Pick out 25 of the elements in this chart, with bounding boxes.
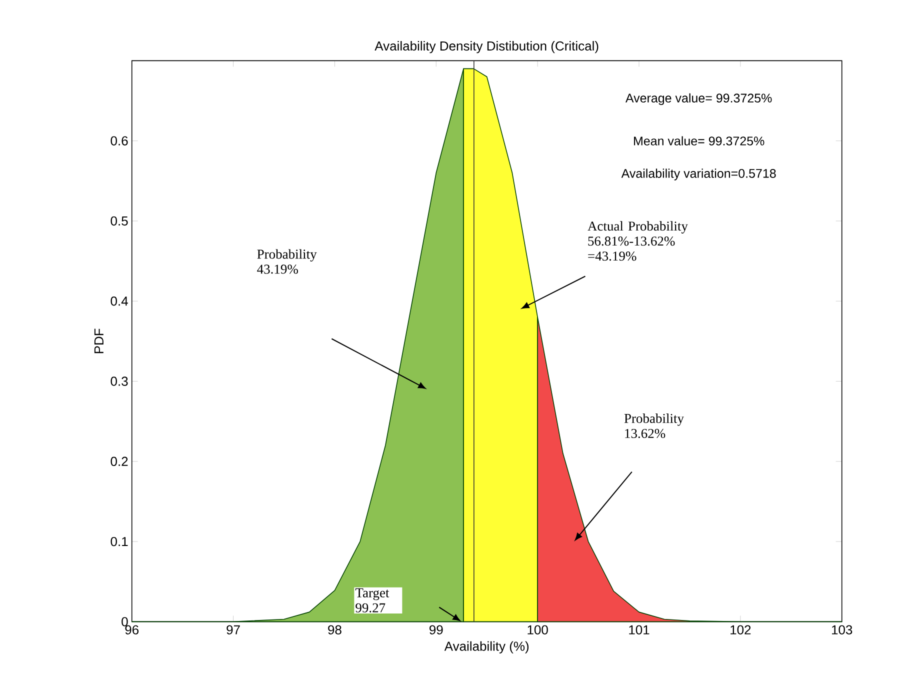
y-tick-label: 0.2 — [110, 456, 128, 466]
annotation: Mean value= 99.3725% — [634, 136, 764, 146]
annotation: Average value= 99.3725% — [625, 93, 772, 105]
y-tick-label: 0.5 — [110, 216, 128, 226]
x-tick-label: 99 — [430, 625, 443, 634]
y-tick-label: 0.4 — [110, 296, 128, 306]
x-tick-label: 100 — [528, 625, 548, 634]
y-axis-title: PDF — [94, 328, 104, 354]
y-tick-label: 0 — [122, 617, 128, 626]
annotation: Target 99.27 — [355, 588, 390, 612]
x-tick-label: 101 — [629, 625, 650, 634]
x-tick-label: 96 — [125, 625, 139, 634]
x-axis-title: Availability (%) — [444, 641, 529, 654]
chart-title: Availability Density Distibution (Critical) — [374, 41, 598, 54]
x-tick-label: 103 — [832, 625, 852, 634]
y-tick-label: 0.1 — [110, 536, 128, 546]
x-tick-label: 98 — [328, 625, 342, 634]
annotation: Probability 13.62% — [624, 414, 684, 438]
y-tick-label: 0.3 — [110, 376, 128, 386]
annotation: Availability variation=0.5718 — [621, 168, 776, 180]
x-tick-label: 102 — [730, 625, 751, 634]
x-tick-label: 97 — [226, 625, 240, 634]
annotation: Probability 43.19% — [257, 249, 317, 274]
y-tick-label: 0.6 — [110, 136, 128, 146]
annotation: Actual Probability 56.81%-13.62% =43.19% — [588, 221, 688, 261]
